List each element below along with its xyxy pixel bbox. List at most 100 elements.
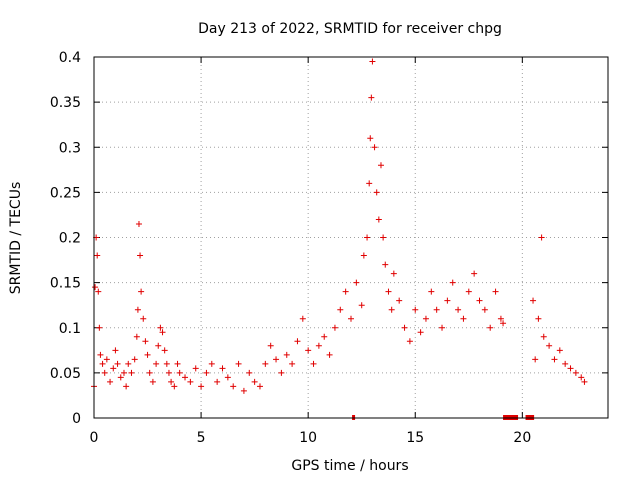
- plot-frame: [93, 56, 609, 419]
- data-point: [159, 329, 166, 336]
- data-point: [161, 347, 168, 354]
- data-point: [348, 315, 354, 322]
- data-point: [107, 378, 114, 385]
- data-point: [455, 306, 462, 313]
- data-point: [92, 284, 99, 291]
- data-point: [94, 252, 101, 259]
- data-point: [230, 383, 237, 390]
- data-point: [214, 378, 221, 385]
- data-point: [142, 338, 149, 345]
- x-tick-label: 15: [406, 430, 424, 446]
- data-point: [262, 360, 269, 367]
- data-point: [388, 306, 395, 313]
- data-point: [120, 369, 127, 376]
- data-point: [155, 342, 162, 349]
- data-point: [171, 383, 178, 390]
- data-point: [326, 351, 333, 358]
- data-point: [101, 369, 108, 376]
- data-point: [487, 324, 494, 331]
- x-tick-label: 10: [299, 430, 317, 446]
- data-point: [97, 351, 104, 358]
- data-point: [530, 297, 537, 304]
- data-point: [371, 144, 378, 151]
- data-point: [500, 320, 507, 327]
- data-point: [337, 306, 344, 313]
- data-point: [439, 324, 446, 331]
- x-tick-labels: 0 5 10 15 20: [90, 430, 532, 446]
- data-point: [251, 378, 258, 385]
- data-point: [294, 338, 301, 345]
- data-point: [532, 356, 539, 363]
- data-point: [267, 342, 274, 349]
- data-point: [110, 365, 117, 372]
- data-point: [278, 369, 285, 376]
- data-point: [497, 315, 504, 322]
- data-point: [192, 365, 199, 372]
- data-point: [396, 297, 403, 304]
- data-point: [551, 356, 558, 363]
- data-point: [366, 180, 373, 187]
- data-point: [373, 189, 380, 196]
- data-point: [481, 306, 488, 313]
- data-point: [112, 347, 119, 354]
- data-point: [157, 324, 164, 331]
- data-point: [140, 315, 147, 322]
- y-tick-label: 0.05: [50, 366, 81, 382]
- data-point: [289, 360, 296, 367]
- y-tick-label: 0.25: [50, 185, 81, 201]
- data-point: [331, 324, 338, 331]
- data-point: [382, 261, 389, 268]
- x-tick-label: 20: [513, 430, 531, 446]
- x-tick-label: 5: [197, 430, 206, 446]
- data-point: [137, 252, 144, 259]
- data-point: [187, 378, 194, 385]
- data-point: [377, 162, 384, 169]
- data-point: [364, 234, 371, 241]
- data-point: [283, 351, 290, 358]
- data-point: [417, 329, 424, 336]
- data-point: [471, 270, 478, 277]
- y-tick-label: 0.35: [50, 95, 81, 111]
- data-point: [401, 324, 408, 331]
- data-point: [375, 216, 382, 223]
- data-point: [131, 356, 138, 363]
- y-axis-label: SRMTID / TECUs: [8, 182, 24, 295]
- data-point: [240, 387, 247, 394]
- data-point: [208, 360, 215, 367]
- data-point: [305, 347, 312, 354]
- data-point: [103, 356, 110, 363]
- data-point: [360, 252, 367, 259]
- data-point: [540, 333, 547, 340]
- data-point: [146, 369, 153, 376]
- data-point: [224, 374, 231, 381]
- data-point: [182, 374, 189, 381]
- data-point: [556, 347, 563, 354]
- data-point: [380, 234, 387, 241]
- data-point: [96, 324, 103, 331]
- data-point: [235, 360, 242, 367]
- data-point: [198, 383, 205, 390]
- data-point: [578, 374, 585, 381]
- data-point: [125, 360, 132, 367]
- data-point: [433, 306, 440, 313]
- data-point: [176, 369, 183, 376]
- data-points: [91, 58, 588, 394]
- data-point: [465, 288, 472, 295]
- y-tick-label: 0.2: [59, 231, 81, 247]
- data-point: [572, 369, 579, 376]
- data-point: [99, 360, 106, 367]
- x-axis-label: GPS time / hours: [291, 458, 408, 474]
- data-point: [153, 360, 160, 367]
- data-point: [390, 270, 397, 277]
- chart-title: Day 213 of 2022, SRMTID for receiver chp…: [198, 21, 502, 37]
- y-tick-labels: 0 0.05 0.1 0.15 0.2 0.25 0.3 0.35 0.4: [50, 50, 81, 427]
- data-point: [123, 383, 130, 390]
- data-point: [174, 360, 181, 367]
- data-point: [546, 342, 553, 349]
- data-point: [315, 342, 322, 349]
- data-point: [368, 94, 375, 101]
- data-point: [310, 360, 317, 367]
- data-point: [444, 297, 451, 304]
- data-point: [367, 135, 374, 142]
